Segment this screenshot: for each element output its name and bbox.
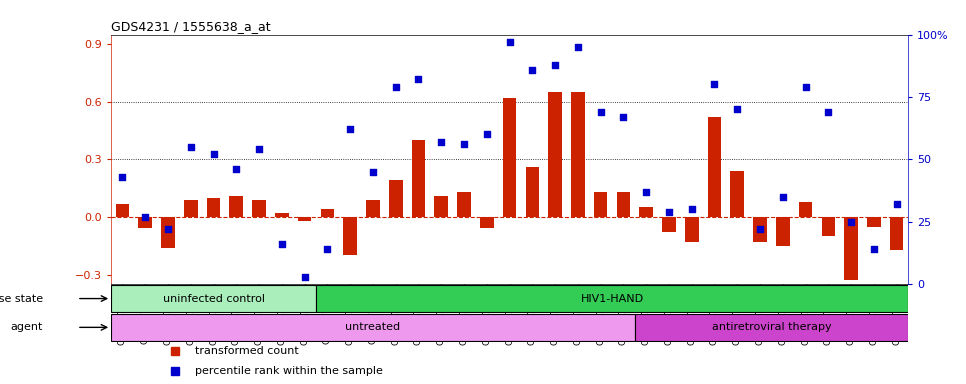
Point: [434, 139, 449, 145]
Bar: [594, 192, 608, 217]
Bar: [685, 217, 698, 242]
Bar: [457, 192, 470, 217]
Point: [707, 81, 723, 88]
Point: [639, 189, 654, 195]
Bar: [708, 117, 722, 217]
Bar: [571, 92, 584, 217]
Point: [479, 131, 495, 137]
Point: [160, 226, 176, 232]
Bar: [844, 217, 858, 280]
Point: [229, 166, 244, 172]
Point: [820, 109, 836, 115]
Text: transformed count: transformed count: [195, 346, 298, 356]
Point: [684, 206, 699, 212]
Point: [889, 201, 904, 207]
Point: [388, 84, 404, 90]
Text: antiretroviral therapy: antiretroviral therapy: [712, 322, 831, 333]
Text: HIV1-HAND: HIV1-HAND: [581, 293, 643, 304]
Point: [206, 151, 221, 157]
Bar: [161, 217, 175, 248]
Bar: [753, 217, 767, 242]
Text: percentile rank within the sample: percentile rank within the sample: [195, 366, 383, 376]
Bar: [316, 285, 908, 313]
Bar: [502, 98, 517, 217]
Point: [661, 209, 676, 215]
Point: [593, 109, 609, 115]
Point: [115, 174, 130, 180]
Point: [342, 126, 357, 132]
Text: agent: agent: [11, 322, 43, 333]
Bar: [116, 204, 129, 217]
Point: [320, 246, 335, 252]
Bar: [480, 217, 494, 228]
Bar: [662, 217, 676, 232]
Bar: [138, 217, 152, 228]
Bar: [275, 213, 289, 217]
Bar: [867, 217, 881, 227]
Text: GDS4231 / 1555638_a_at: GDS4231 / 1555638_a_at: [111, 20, 270, 33]
Bar: [639, 207, 653, 217]
Text: untreated: untreated: [346, 322, 401, 333]
Bar: [412, 140, 425, 217]
Bar: [526, 167, 539, 217]
Point: [798, 84, 813, 90]
Point: [525, 66, 540, 73]
Bar: [389, 180, 403, 217]
Point: [775, 194, 790, 200]
Text: uninfected control: uninfected control: [162, 293, 265, 304]
Point: [297, 273, 312, 280]
Point: [274, 241, 290, 247]
Point: [137, 214, 153, 220]
Bar: [366, 200, 380, 217]
Point: [843, 219, 859, 225]
Bar: [343, 217, 357, 255]
Bar: [730, 171, 744, 217]
Point: [729, 106, 745, 113]
Bar: [230, 196, 243, 217]
Point: [251, 146, 267, 152]
Bar: [435, 196, 448, 217]
Point: [867, 246, 882, 252]
Bar: [111, 313, 635, 341]
Bar: [184, 200, 198, 217]
Point: [548, 61, 563, 68]
Bar: [821, 217, 836, 236]
Bar: [890, 217, 903, 250]
Bar: [549, 92, 562, 217]
Bar: [616, 192, 630, 217]
Bar: [252, 200, 266, 217]
Bar: [298, 217, 311, 221]
Bar: [207, 198, 220, 217]
Bar: [321, 209, 334, 217]
Bar: [635, 313, 908, 341]
Bar: [111, 285, 316, 313]
Text: disease state: disease state: [0, 293, 43, 304]
Point: [365, 169, 381, 175]
Point: [411, 76, 426, 83]
Point: [183, 144, 199, 150]
Point: [615, 114, 631, 120]
Point: [753, 226, 768, 232]
Point: [570, 44, 585, 50]
Point: [456, 141, 471, 147]
Bar: [799, 202, 812, 217]
Point: [502, 39, 518, 45]
Bar: [776, 217, 789, 246]
